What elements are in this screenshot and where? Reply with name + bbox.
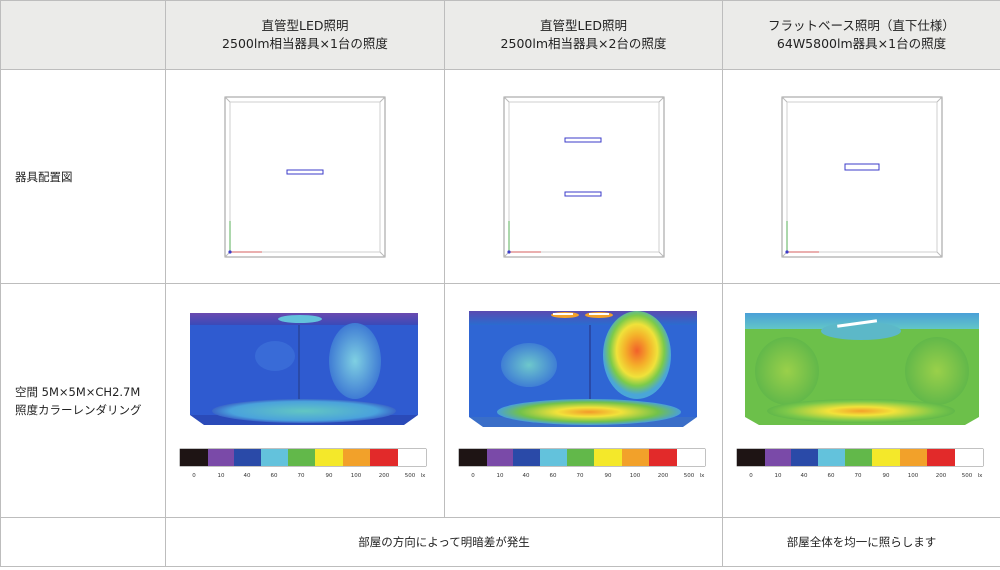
legend-swatch xyxy=(676,448,705,466)
legend-tick: 500 xyxy=(405,473,416,479)
legend-tick: 40 xyxy=(800,473,807,479)
legend-tick: 100 xyxy=(907,473,918,479)
legend-swatch xyxy=(486,448,513,466)
legend-swatch xyxy=(261,448,288,466)
header-col2-line2: 2500lm相当器具×2台の照度 xyxy=(500,36,667,51)
legend-tick: 70 xyxy=(576,473,583,479)
row-label-render: 空間 5M×5M×CH2.7M 照度カラーレンダリング xyxy=(0,283,166,518)
legend-tick: 200 xyxy=(935,473,946,479)
legend-swatch xyxy=(736,448,765,466)
header-col-straight-tube-2: 直管型LED照明 2500lm相当器具×2台の照度 xyxy=(444,0,723,70)
legend-swatch xyxy=(621,448,649,466)
legend-tick: 0 xyxy=(749,473,753,479)
fixture-b xyxy=(564,191,601,196)
legend-tick: 10 xyxy=(496,473,503,479)
legend-swatch xyxy=(871,448,900,466)
footer-conclusion-left: 部屋の方向によって明暗差が発生 xyxy=(165,517,723,567)
legend-swatch xyxy=(208,448,234,466)
room-plan-2 xyxy=(503,96,664,257)
legend-swatch xyxy=(539,448,567,466)
header-col3-line2: 64W5800lm器具×1台の照度 xyxy=(776,36,947,51)
legend-tick: 70 xyxy=(298,473,305,479)
legend-tick: 40 xyxy=(244,473,251,479)
legend-tick: 200 xyxy=(379,473,390,479)
layout-diagram-1 xyxy=(165,69,445,284)
render-cell-2: 0 10 40 60 70 90 100 200 500 lx xyxy=(444,283,723,518)
legend-unit: lx xyxy=(421,473,427,479)
render-label-line1: 空間 5M×5M×CH2.7M xyxy=(15,384,141,399)
legend-swatch xyxy=(458,448,487,466)
legend-swatch xyxy=(234,448,261,466)
legend-swatch xyxy=(899,448,927,466)
legend-swatch xyxy=(764,448,791,466)
room-plan-1 xyxy=(224,96,386,257)
legend-swatch xyxy=(566,448,594,466)
footer-conclusion-right: 部屋全体を均一に照らします xyxy=(722,517,1000,567)
illuminance-render-1: 0 10 40 60 70 90 100 200 500 lx xyxy=(179,312,427,479)
illuminance-render-3: 0 10 40 60 70 90 100 200 500 lx xyxy=(736,312,983,479)
legend-tick: 200 xyxy=(657,473,668,479)
legend-tick: 40 xyxy=(522,473,529,479)
header-col3-line1: フラットベース照明（直下仕様） xyxy=(768,18,955,33)
legend-tick: 10 xyxy=(774,473,781,479)
legend-1: 0 10 40 60 70 90 100 200 500 lx xyxy=(179,448,427,479)
legend-tick: 100 xyxy=(629,473,640,479)
legend-swatch xyxy=(926,448,955,466)
legend-tick: 0 xyxy=(192,473,196,479)
legend-tick: 500 xyxy=(961,473,972,479)
row-label-layout: 器具配置図 xyxy=(0,69,166,284)
legend-swatch xyxy=(343,448,370,466)
flat-fixture xyxy=(844,163,879,170)
legend-swatch xyxy=(370,448,398,466)
header-col1-line1: 直管型LED照明 xyxy=(261,18,349,33)
legend-swatch xyxy=(844,448,872,466)
legend-swatch xyxy=(817,448,845,466)
legend-swatch xyxy=(315,448,343,466)
legend-swatch xyxy=(954,448,983,466)
legend-tick: 500 xyxy=(683,473,694,479)
header-col2-line1: 直管型LED照明 xyxy=(540,18,627,33)
legend-tick: 60 xyxy=(549,473,556,479)
render-cell-3: 0 10 40 60 70 90 100 200 500 lx xyxy=(722,283,1000,518)
header-col-flat-base: フラットベース照明（直下仕様） 64W5800lm器具×1台の照度 xyxy=(722,0,1000,70)
legend-swatch xyxy=(398,448,426,466)
legend-swatch xyxy=(512,448,540,466)
legend-unit: lx xyxy=(699,473,705,479)
legend-tick: 10 xyxy=(218,473,225,479)
room-plan-3 xyxy=(781,96,942,257)
legend-2: 0 10 40 60 70 90 100 200 500 lx xyxy=(458,448,705,479)
render-label-line2: 照度カラーレンダリング xyxy=(15,402,142,417)
legend-swatch xyxy=(180,448,208,466)
fixture-1 xyxy=(286,169,324,174)
legend-swatch xyxy=(593,448,622,466)
fixture-a xyxy=(564,137,601,142)
layout-diagram-2 xyxy=(444,69,723,284)
render-cell-1: 0 10 40 60 70 90 100 200 500 lx xyxy=(165,283,445,518)
legend-swatch xyxy=(648,448,677,466)
illuminance-render-2: 0 10 40 60 70 90 100 200 500 lx xyxy=(458,310,705,479)
header-corner xyxy=(0,0,166,70)
header-col-straight-tube-1: 直管型LED照明 2500lm相当器具×1台の照度 xyxy=(165,0,445,70)
legend-tick: 70 xyxy=(854,473,861,479)
legend-unit: lx xyxy=(977,473,983,479)
legend-swatch xyxy=(288,448,315,466)
legend-tick: 90 xyxy=(882,473,889,479)
footer-corner xyxy=(0,517,166,567)
header-col1-line2: 2500lm相当器具×1台の照度 xyxy=(222,36,388,51)
legend-tick: 100 xyxy=(351,473,362,479)
layout-diagram-3 xyxy=(722,69,1000,284)
legend-tick: 0 xyxy=(471,473,475,479)
legend-tick: 60 xyxy=(827,473,834,479)
legend-tick: 90 xyxy=(326,473,333,479)
legend-tick: 60 xyxy=(271,473,278,479)
legend-swatch xyxy=(790,448,818,466)
legend-3: 0 10 40 60 70 90 100 200 500 lx xyxy=(736,448,983,479)
legend-tick: 90 xyxy=(604,473,611,479)
